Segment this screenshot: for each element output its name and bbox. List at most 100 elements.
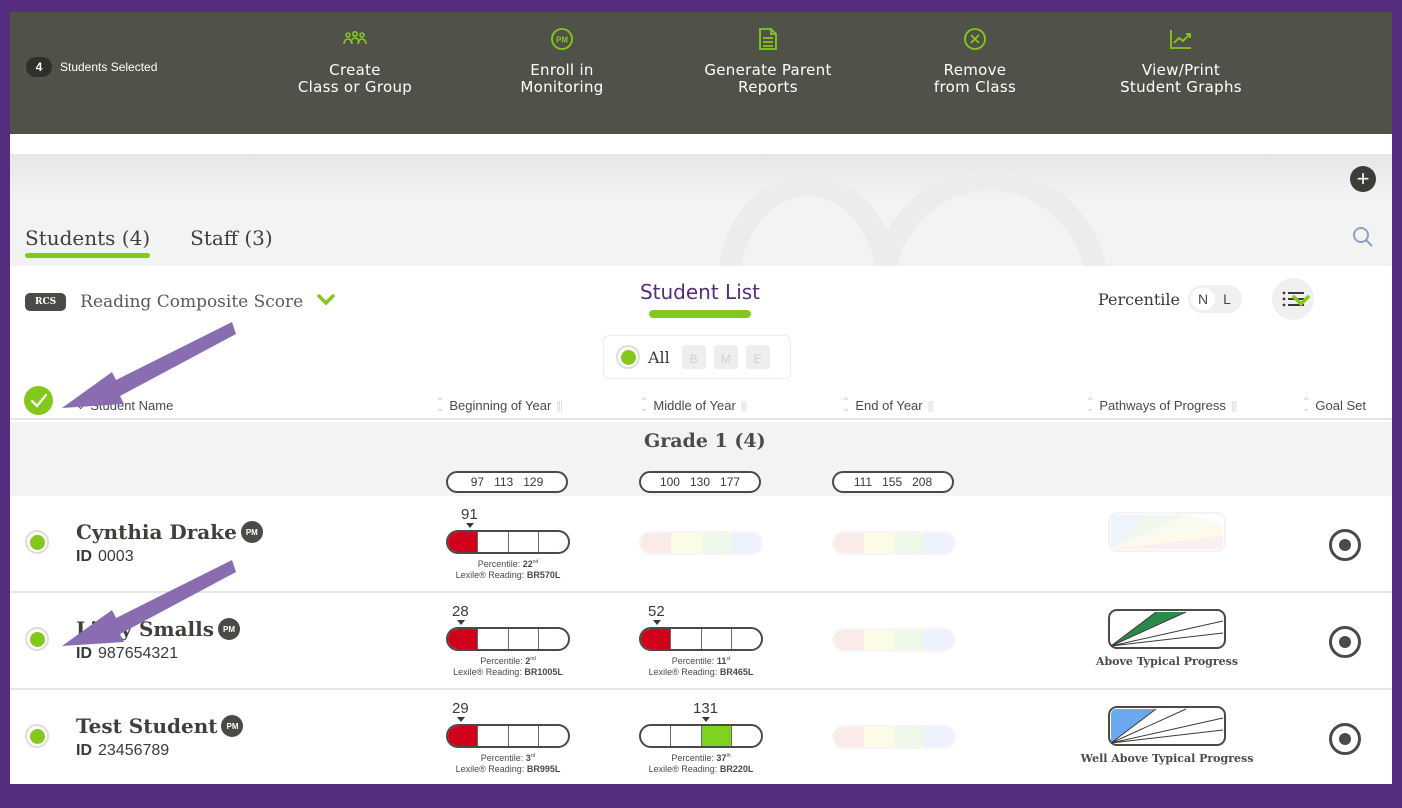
- goal-set-icon[interactable]: [1328, 722, 1362, 756]
- percentile-label: Percentile:: [671, 656, 715, 666]
- scale-value: 100: [659, 475, 680, 489]
- student-name: Lizzy Smalls: [76, 617, 214, 641]
- row-select-radio[interactable]: [25, 530, 49, 554]
- remove-from-class-button[interactable]: Remove from Class: [875, 26, 1075, 96]
- moy-benchmark-scale: 100 130 177: [639, 471, 761, 493]
- student-name-link[interactable]: Cynthia Drake PM: [76, 520, 263, 544]
- calendar-e-icon[interactable]: E: [745, 345, 770, 369]
- create-class-or-group-button[interactable]: Create Class or Group: [255, 26, 455, 96]
- lexile-value: BR220L: [719, 764, 754, 774]
- toggle-l[interactable]: L: [1223, 291, 1231, 307]
- pm-badge-icon: PM: [221, 715, 244, 737]
- toggle-n[interactable]: N: [1191, 288, 1215, 310]
- view-options-chevron-icon[interactable]: [1292, 294, 1310, 312]
- lexile-label: Lexile® Reading:: [455, 764, 525, 774]
- lexile-value: BR995L: [526, 764, 561, 774]
- ordinal-suffix: nd: [532, 559, 539, 565]
- score-type-toggle[interactable]: N L: [1188, 285, 1242, 313]
- student-id: ID 0003: [76, 548, 134, 566]
- boy-score-meter[interactable]: 28 Percentile: 2nd Lexile® Reading: BR100…: [446, 603, 570, 678]
- chevron-down-icon[interactable]: [317, 293, 335, 311]
- tab-students[interactable]: Students (4): [25, 226, 151, 258]
- calendar-m-icon[interactable]: M: [713, 345, 738, 369]
- column-pathways[interactable]: ⌃ ⌄ Pathways of Progress |||: [1086, 397, 1238, 413]
- scale-value: 113: [494, 475, 514, 489]
- action-label-line1: Remove: [943, 61, 1007, 79]
- column-student-name[interactable]: ⌄ Student Name: [76, 398, 173, 413]
- tab-staff[interactable]: Staff (3): [190, 226, 273, 250]
- pm-badge-icon: PM: [240, 521, 263, 543]
- boy-score-meter[interactable]: 29 Percentile: 3rd Lexile® Reading: BR995…: [446, 700, 570, 775]
- column-label: Pathways of Progress: [1099, 398, 1226, 413]
- row-select-radio[interactable]: [25, 724, 49, 748]
- percentile-value: 3: [525, 753, 531, 763]
- action-label-line2: Class or Group: [297, 78, 413, 96]
- pathway-above-typical-icon: [1108, 609, 1226, 649]
- ordinal-suffix: rd: [530, 753, 536, 759]
- score-value: 28: [452, 603, 469, 620]
- generate-parent-reports-button[interactable]: Generate Parent Reports: [668, 26, 868, 96]
- view-print-student-graphs-button[interactable]: View/Print Student Graphs: [1081, 26, 1281, 96]
- measure-selector[interactable]: RCS Reading Composite Score: [25, 292, 335, 312]
- ordinal-suffix: th: [726, 753, 731, 759]
- line-chart-icon: [1081, 26, 1281, 52]
- sort-icon: ⌃ ⌄: [1302, 396, 1311, 414]
- percentile-value: 2: [525, 656, 531, 666]
- select-all-checkbox[interactable]: [24, 386, 53, 415]
- percentile-label: Percentile:: [671, 753, 714, 763]
- action-label-line1: View/Print: [1141, 61, 1221, 79]
- score-value: 131: [693, 700, 719, 717]
- pathway-empty-icon: [1108, 512, 1226, 552]
- calendar-b-icon[interactable]: B: [681, 345, 706, 369]
- bulk-action-bar: 4 Students Selected Create Class or Group…: [10, 12, 1392, 134]
- id-label: ID: [76, 548, 92, 565]
- all-radio[interactable]: [616, 345, 640, 369]
- lexile-value: BR570L: [526, 570, 561, 580]
- column-settings-icon[interactable]: |||: [1230, 399, 1238, 412]
- pathway-label: Above Typical Progress: [1095, 655, 1239, 668]
- ordinal-suffix: nd: [530, 656, 536, 662]
- lexile-value: BR1005L: [524, 667, 563, 677]
- enroll-in-monitoring-button[interactable]: PM Enroll in Monitoring: [462, 26, 662, 96]
- sort-icon: ⌃ ⌄: [436, 396, 445, 414]
- table-row[interactable]: Test Student PM ID 23456789 29 Percentile:…: [10, 690, 1392, 784]
- measure-label: Reading Composite Score: [80, 292, 304, 312]
- boy-benchmark-scale: 97 113 129: [446, 471, 568, 493]
- column-settings-icon[interactable]: |||: [740, 399, 748, 412]
- goal-set-icon[interactable]: [1328, 528, 1362, 562]
- goal-set-icon[interactable]: [1328, 625, 1362, 659]
- boy-score-meter[interactable]: 91 Percentile: 22nd Lexile® Reading: BR57…: [446, 506, 570, 581]
- title-underline: [649, 310, 751, 318]
- column-eoy[interactable]: ⌃ ⌄ End of Year |||: [842, 397, 935, 413]
- table-row[interactable]: Cynthia Drake PM ID 0003 91 Percentile: 22…: [10, 496, 1392, 593]
- action-label-line1: Create: [329, 61, 381, 79]
- score-display-controls: Percentile N L: [1098, 278, 1314, 320]
- percentile-label: Percentile:: [480, 656, 523, 666]
- column-settings-icon[interactable]: |||: [927, 399, 935, 412]
- page-title: Student List: [639, 280, 761, 304]
- student-name-link[interactable]: Lizzy Smalls PM: [76, 617, 240, 641]
- search-icon[interactable]: [1352, 226, 1374, 253]
- moy-score-meter[interactable]: 52 Percentile: 11st Lexile® Reading: BR46…: [639, 603, 763, 678]
- moy-score-meter[interactable]: 131 Percentile: 37th Lexile® Reading: BR2…: [639, 700, 763, 775]
- id-value: 23456789: [98, 742, 170, 759]
- score-value: 52: [648, 603, 665, 620]
- table-row[interactable]: Lizzy Smalls PM ID 987654321 28 Percentile…: [10, 593, 1392, 690]
- student-name-link[interactable]: Test Student PM: [76, 714, 244, 738]
- student-name: Test Student: [76, 714, 218, 738]
- selection-summary: 4 Students Selected: [26, 57, 157, 77]
- student-id: ID 23456789: [76, 742, 169, 760]
- ordinal-suffix: st: [726, 656, 731, 662]
- column-moy[interactable]: ⌃ ⌄ Middle of Year |||: [640, 397, 748, 413]
- column-settings-icon[interactable]: |||: [556, 399, 563, 412]
- column-goal-set[interactable]: ⌃ ⌄ Goal Set: [1302, 396, 1366, 414]
- lexile-label: Lexile® Reading:: [648, 764, 718, 774]
- row-select-radio[interactable]: [25, 627, 49, 651]
- score-type-label: Percentile: [1097, 289, 1180, 309]
- column-boy[interactable]: ⌃ ⌄ Beginning of Year |||: [436, 396, 563, 414]
- scale-value: 111: [853, 475, 873, 489]
- decorative-arc: [718, 174, 898, 266]
- score-marker-icon: [466, 523, 474, 528]
- eoy-empty-meter: [832, 725, 956, 749]
- add-button[interactable]: +: [1350, 166, 1376, 192]
